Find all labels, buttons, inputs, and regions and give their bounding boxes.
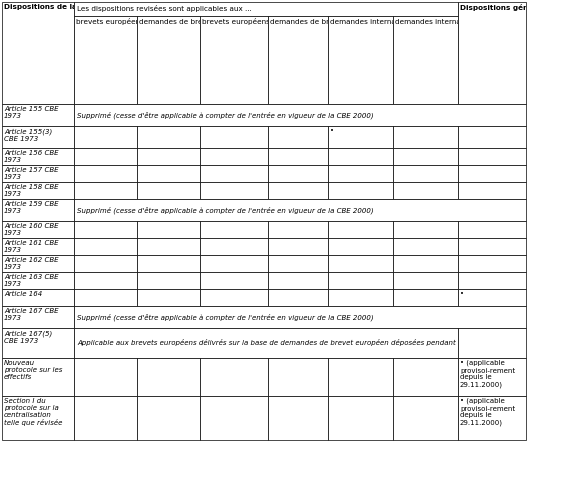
Bar [137, 221, 200, 238]
Bar [74, 238, 137, 255]
Bar [268, 221, 328, 238]
Bar [74, 221, 137, 238]
Bar [393, 238, 458, 255]
Bar [268, 289, 328, 306]
Bar [200, 289, 268, 306]
Bar [268, 358, 328, 396]
Bar [328, 148, 393, 165]
Bar [268, 16, 328, 104]
Bar [74, 396, 137, 440]
Bar [328, 182, 393, 199]
Bar [2, 306, 74, 328]
Bar [328, 396, 393, 440]
Bar [74, 328, 458, 358]
Bar [2, 165, 74, 182]
Bar [2, 396, 74, 440]
Text: Article 157 CBE
1973: Article 157 CBE 1973 [4, 167, 59, 180]
Text: Article 156 CBE
1973: Article 156 CBE 1973 [4, 150, 59, 163]
Bar [328, 16, 393, 104]
Text: Article 155(3)
CBE 1973: Article 155(3) CBE 1973 [4, 128, 52, 142]
Bar [268, 126, 328, 148]
Bar [328, 255, 393, 272]
Bar [268, 165, 328, 182]
Bar [328, 238, 393, 255]
Bar [2, 255, 74, 272]
Bar [268, 148, 328, 165]
Text: demandes de brevet européen déposées à compter de la date d'entrée en vigueur de: demandes de brevet européen déposées à c… [270, 18, 580, 25]
Bar [200, 358, 268, 396]
Text: Article 167(5)
CBE 1973: Article 167(5) CBE 1973 [4, 330, 52, 343]
Bar [137, 182, 200, 199]
Bar [268, 396, 328, 440]
Bar [2, 289, 74, 306]
Text: Supprimé (cesse d'être applicable à compter de l'entrée en vigueur de la CBE 200: Supprimé (cesse d'être applicable à comp… [77, 206, 374, 214]
Text: brevets européens déjà délivrés à la date d'entrée en vigueur de la CBE 2000: brevets européens déjà délivrés à la dat… [76, 18, 358, 25]
Bar [393, 255, 458, 272]
Bar [200, 255, 268, 272]
Bar [458, 255, 526, 272]
Bar [458, 182, 526, 199]
Text: Article 160 CBE
1973: Article 160 CBE 1973 [4, 223, 59, 236]
Text: Article 167 CBE
1973: Article 167 CBE 1973 [4, 308, 59, 321]
Text: Article 161 CBE
1973: Article 161 CBE 1973 [4, 240, 59, 253]
Bar [200, 165, 268, 182]
Bar [74, 2, 458, 16]
Bar [137, 272, 200, 289]
Bar [458, 238, 526, 255]
Text: demandes internationales au titre du PCT déposées à compter de la date d'entrée : demandes internationales au titre du PCT… [395, 18, 580, 25]
Text: Article 159 CBE
1973: Article 159 CBE 1973 [4, 201, 59, 214]
Bar [74, 289, 137, 306]
Bar [393, 182, 458, 199]
Bar [393, 221, 458, 238]
Bar [137, 16, 200, 104]
Bar [458, 272, 526, 289]
Text: demandes de brevet européen en instance à la date d'entrée en vigueur de la CBE : demandes de brevet européen en instance … [139, 18, 461, 25]
Text: Section I du
protocole sur la
centralisation
telle que révisée: Section I du protocole sur la centralisa… [4, 398, 63, 426]
Bar [137, 289, 200, 306]
Text: • (applicable
provisoi­rement
depuis le
29.11.2000): • (applicable provisoi­rement depuis le … [460, 398, 515, 426]
Bar [393, 126, 458, 148]
Bar [200, 272, 268, 289]
Text: Dispositions de la CBE 2000: Dispositions de la CBE 2000 [4, 4, 118, 10]
Bar [2, 272, 74, 289]
Bar [74, 272, 137, 289]
Text: • (applicable
provisoi­rement
depuis le
29.11.2000): • (applicable provisoi­rement depuis le … [460, 360, 515, 388]
Bar [74, 165, 137, 182]
Bar [458, 2, 526, 104]
Text: •: • [460, 291, 464, 297]
Bar [268, 238, 328, 255]
Text: Article 155 CBE
1973: Article 155 CBE 1973 [4, 106, 59, 119]
Bar [137, 396, 200, 440]
Bar [2, 2, 74, 104]
Bar [74, 126, 137, 148]
Bar [137, 148, 200, 165]
Bar [328, 358, 393, 396]
Text: Dispositions générales et institutionnelles (applicables à compter de l'entrée e: Dispositions générales et institutionnel… [460, 4, 580, 11]
Bar [2, 238, 74, 255]
Bar [393, 396, 458, 440]
Bar [200, 16, 268, 104]
Bar [328, 126, 393, 148]
Bar [268, 255, 328, 272]
Bar [393, 16, 458, 104]
Bar [2, 358, 74, 396]
Text: Supprimé (cesse d'être applicable à compter de l'entrée en vigueur de la CBE 200: Supprimé (cesse d'être applicable à comp… [77, 313, 374, 321]
Bar [458, 358, 526, 396]
Bar [74, 148, 137, 165]
Bar [74, 358, 137, 396]
Bar [458, 328, 526, 358]
Bar [328, 272, 393, 289]
Bar [74, 199, 526, 221]
Bar [200, 221, 268, 238]
Text: Nouveau
protocole sur les
effectifs: Nouveau protocole sur les effectifs [4, 360, 63, 380]
Bar [200, 238, 268, 255]
Text: Article 158 CBE
1973: Article 158 CBE 1973 [4, 184, 59, 197]
Bar [74, 104, 526, 126]
Bar [2, 126, 74, 148]
Bar [393, 358, 458, 396]
Bar [2, 221, 74, 238]
Bar [200, 396, 268, 440]
Bar [137, 165, 200, 182]
Text: Applicable aux brevets européens délivrés sur la base de demandes de brevet euro: Applicable aux brevets européens délivré… [77, 339, 580, 346]
Bar [137, 358, 200, 396]
